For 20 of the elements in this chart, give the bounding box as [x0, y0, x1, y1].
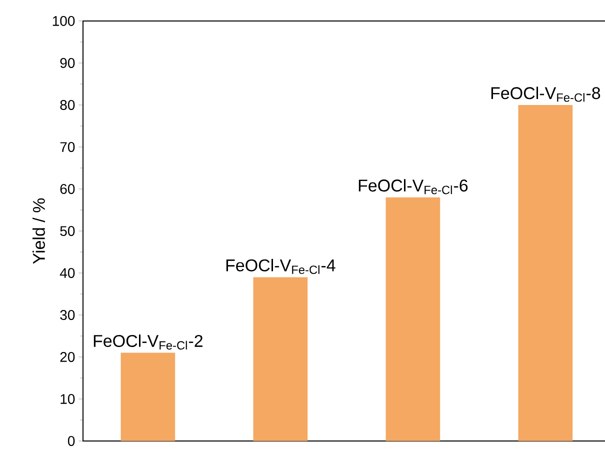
x-tick-label: FeOCl-V$_{Fe-Cl}$-2 [94, 334, 202, 350]
y-tick-label: 100 [52, 16, 75, 26]
x-tick-label: FeOCl-V$_{Fe-Cl}$-6 [358, 179, 468, 194]
y-tick-label: 40 [60, 268, 75, 278]
x-tick-label: FeOCl-V$_{Fe-Cl}$-8 [491, 86, 600, 102]
y-tick-label: 20 [60, 352, 75, 362]
y-axis-title: Yield / % [32, 198, 45, 264]
y-tick-label: 10 [60, 394, 75, 404]
bar [253, 277, 308, 441]
bar [120, 352, 176, 441]
bar [518, 104, 573, 441]
bar [386, 197, 440, 441]
y-tick-label: 90 [60, 58, 75, 68]
y-tick-label: 50 [60, 226, 75, 236]
y-tick-label: 60 [60, 184, 75, 194]
x-tick-label: FeOCl-V$_{Fe-Cl}$-4 [226, 258, 336, 274]
y-tick-label: 30 [60, 310, 75, 320]
y-tick-label: 0 [68, 436, 75, 446]
y-tick-label: 70 [60, 142, 75, 152]
y-tick-label: 80 [60, 100, 75, 110]
